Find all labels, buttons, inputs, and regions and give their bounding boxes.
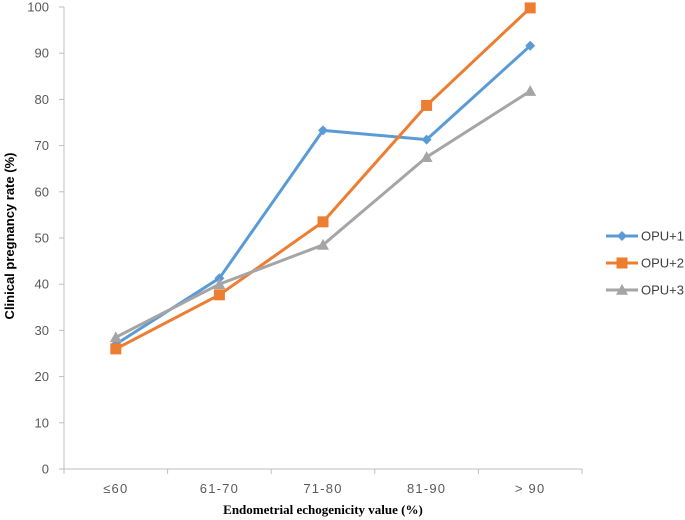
y-tick-label: 80: [35, 92, 49, 107]
legend-marker: [616, 284, 628, 295]
legend-marker: [616, 257, 628, 269]
data-point: [524, 85, 537, 96]
legend-label: OPU+3: [641, 283, 684, 298]
y-tick-label: 40: [35, 277, 49, 292]
x-tick-label: 81-90: [407, 481, 446, 496]
x-tick-label: 71-80: [303, 481, 342, 496]
x-tick-label: ≤60: [103, 481, 128, 496]
series-line: [114, 44, 532, 346]
y-tick-label: 50: [35, 231, 49, 246]
y-tick-label: 10: [35, 415, 49, 430]
legend-item: OPU+3: [606, 283, 684, 298]
y-axis-title: Clinical pregnancy rate (%): [2, 153, 17, 320]
data-point: [213, 289, 225, 301]
x-axis: ≤60 61-70 71-80 81-90 > 90: [63, 468, 583, 496]
y-tick-label: 60: [35, 184, 49, 199]
y-tick-label: 0: [42, 462, 49, 477]
legend-marker: [617, 231, 627, 241]
data-point: [524, 2, 536, 14]
data-point: [109, 331, 122, 343]
legend-label: OPU+1: [641, 229, 684, 244]
y-tick-label: 100: [27, 0, 49, 15]
data-point: [421, 134, 432, 145]
x-axis-title: Endometrial echogenicity value (%): [223, 502, 423, 517]
y-tick-label: 90: [35, 46, 49, 61]
data-point: [213, 278, 226, 289]
y-axis: 0 10 20 30 40 50 60 70 80 90 100: [27, 0, 65, 477]
data-point: [421, 99, 433, 111]
data-point: [110, 343, 122, 355]
y-tick-label: 20: [35, 369, 49, 384]
legend-label: OPU+2: [641, 256, 684, 271]
y-tick-label: 30: [35, 323, 49, 338]
legend-item: OPU+1: [606, 229, 684, 244]
y-tick-label: 70: [35, 138, 49, 153]
series-layer: [109, 2, 537, 355]
data-point: [214, 273, 225, 284]
x-tick-label: 61-70: [200, 481, 239, 496]
series-line: [115, 6, 532, 351]
data-point: [317, 238, 329, 250]
series-1: [110, 2, 536, 355]
data-point: [420, 151, 433, 162]
x-tick-label: > 90: [515, 481, 545, 496]
data-point: [318, 125, 328, 136]
series-2: [109, 85, 537, 343]
series-0: [110, 40, 536, 350]
data-point: [317, 216, 329, 228]
legend: OPU+1 OPU+2 OPU+3: [606, 229, 684, 298]
data-point: [525, 40, 536, 51]
legend-item: OPU+2: [606, 256, 684, 271]
